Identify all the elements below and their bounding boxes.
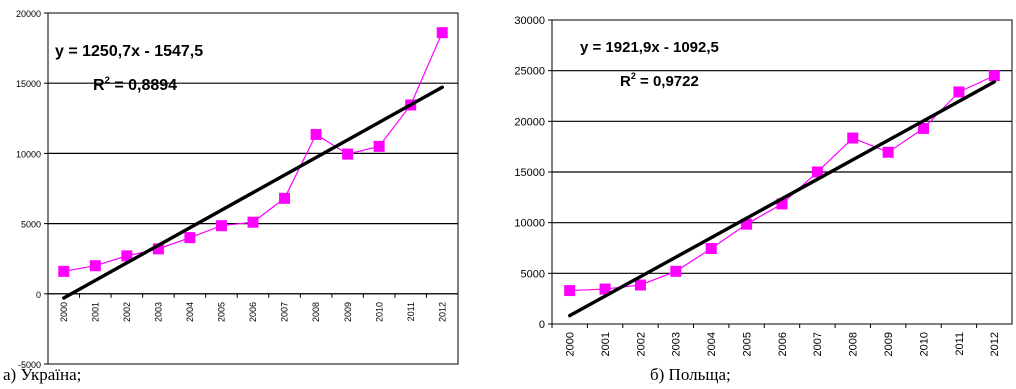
r-squared-label: R2 = 0,9722 bbox=[620, 71, 699, 90]
y-tick-label: 0 bbox=[539, 319, 545, 331]
x-tick-label: 2008 bbox=[848, 332, 860, 356]
y-tick-label: 15000 bbox=[16, 79, 41, 89]
plot-area-border bbox=[47, 12, 459, 365]
trendline-equation: y = 1921,9x - 1092,5 bbox=[580, 39, 719, 56]
x-tick-label: 2003 bbox=[154, 302, 164, 322]
x-tick-label: 2009 bbox=[343, 302, 353, 322]
y-tick-label: 10000 bbox=[514, 218, 545, 230]
data-point-marker bbox=[634, 279, 646, 291]
caption-ukraine: а) Україна; bbox=[3, 365, 82, 384]
data-point-marker bbox=[705, 243, 717, 255]
trendline bbox=[567, 80, 997, 318]
r-squared-label: R2 = 0,8894 bbox=[93, 75, 177, 94]
x-tick-label: 2011 bbox=[954, 332, 966, 356]
data-point-marker bbox=[882, 146, 894, 158]
data-point-marker bbox=[564, 285, 576, 297]
data-point-marker bbox=[599, 283, 611, 295]
x-tick-label: 2011 bbox=[406, 302, 416, 321]
data-point-marker bbox=[373, 140, 385, 152]
data-point-marker bbox=[279, 192, 291, 204]
y-tick-label: 20000 bbox=[16, 9, 41, 19]
y-tick-label: 25000 bbox=[514, 66, 545, 78]
y-tick-label: 5000 bbox=[521, 268, 545, 280]
x-tick-label: 2004 bbox=[706, 332, 718, 356]
x-tick-label: 2004 bbox=[185, 302, 195, 322]
data-point-marker bbox=[152, 243, 164, 255]
data-point-marker bbox=[215, 220, 227, 232]
caption-poland: б) Польща; bbox=[650, 365, 731, 384]
x-tick-label: 2005 bbox=[217, 302, 227, 322]
y-tick-label: 30000 bbox=[514, 15, 545, 27]
x-tick-label: 2009 bbox=[883, 332, 895, 356]
trendline bbox=[62, 85, 444, 300]
x-tick-label: 2003 bbox=[671, 332, 683, 356]
y-tick-label: 20000 bbox=[514, 116, 545, 128]
x-tick-label: 2007 bbox=[280, 302, 290, 322]
data-point-marker bbox=[741, 218, 753, 230]
x-tick-label: 2001 bbox=[90, 302, 100, 322]
x-tick-label: 2000 bbox=[565, 332, 577, 356]
x-tick-label: 2012 bbox=[989, 332, 1001, 356]
trendline-equation: y = 1250,7x - 1547,5 bbox=[55, 43, 203, 60]
x-tick-label: 2002 bbox=[635, 332, 647, 356]
data-point-marker bbox=[776, 198, 788, 210]
data-point-marker bbox=[811, 166, 823, 178]
x-tick-label: 2010 bbox=[918, 332, 930, 356]
data-point-marker bbox=[89, 260, 101, 272]
x-tick-label: 2002 bbox=[122, 302, 132, 322]
x-tick-label: 2008 bbox=[311, 302, 321, 322]
x-tick-label: 2006 bbox=[248, 302, 258, 322]
x-tick-label: 2000 bbox=[59, 302, 69, 322]
data-point-marker bbox=[342, 148, 354, 160]
data-point-marker bbox=[247, 216, 259, 228]
x-tick-label: 2007 bbox=[812, 332, 824, 356]
chart-ukraine: 20000 15000 10000 5000 0 -5000 2000 2001 2002 200… bbox=[16, 9, 459, 370]
x-tick-label: 2006 bbox=[777, 332, 789, 356]
y-tick-label: 10000 bbox=[16, 149, 41, 159]
x-tick-label: 2010 bbox=[374, 302, 384, 322]
series-line bbox=[569, 75, 995, 292]
data-point-marker bbox=[58, 265, 70, 277]
data-point-marker bbox=[988, 70, 1000, 82]
data-point-marker bbox=[670, 265, 682, 277]
x-tick-label: 2005 bbox=[741, 332, 753, 356]
y-tick-label: 0 bbox=[36, 290, 41, 300]
data-point-marker bbox=[847, 132, 859, 144]
y-tick-label: 5000 bbox=[21, 220, 41, 230]
chart-poland: 30000 25000 20000 15000 10000 5000 0 2000 2001 20… bbox=[514, 15, 1013, 356]
x-tick-label: 2001 bbox=[600, 332, 612, 356]
data-point-marker bbox=[121, 250, 133, 262]
data-point-marker bbox=[918, 122, 930, 134]
x-tick-label: 2012 bbox=[437, 302, 447, 322]
data-point-marker bbox=[184, 232, 196, 244]
y-tick-label: 15000 bbox=[514, 167, 545, 179]
y-tick-label: -5000 bbox=[18, 360, 41, 370]
data-point-marker bbox=[310, 128, 322, 140]
series-line bbox=[63, 32, 443, 272]
data-point-marker bbox=[953, 86, 965, 98]
data-point-marker bbox=[436, 27, 448, 39]
